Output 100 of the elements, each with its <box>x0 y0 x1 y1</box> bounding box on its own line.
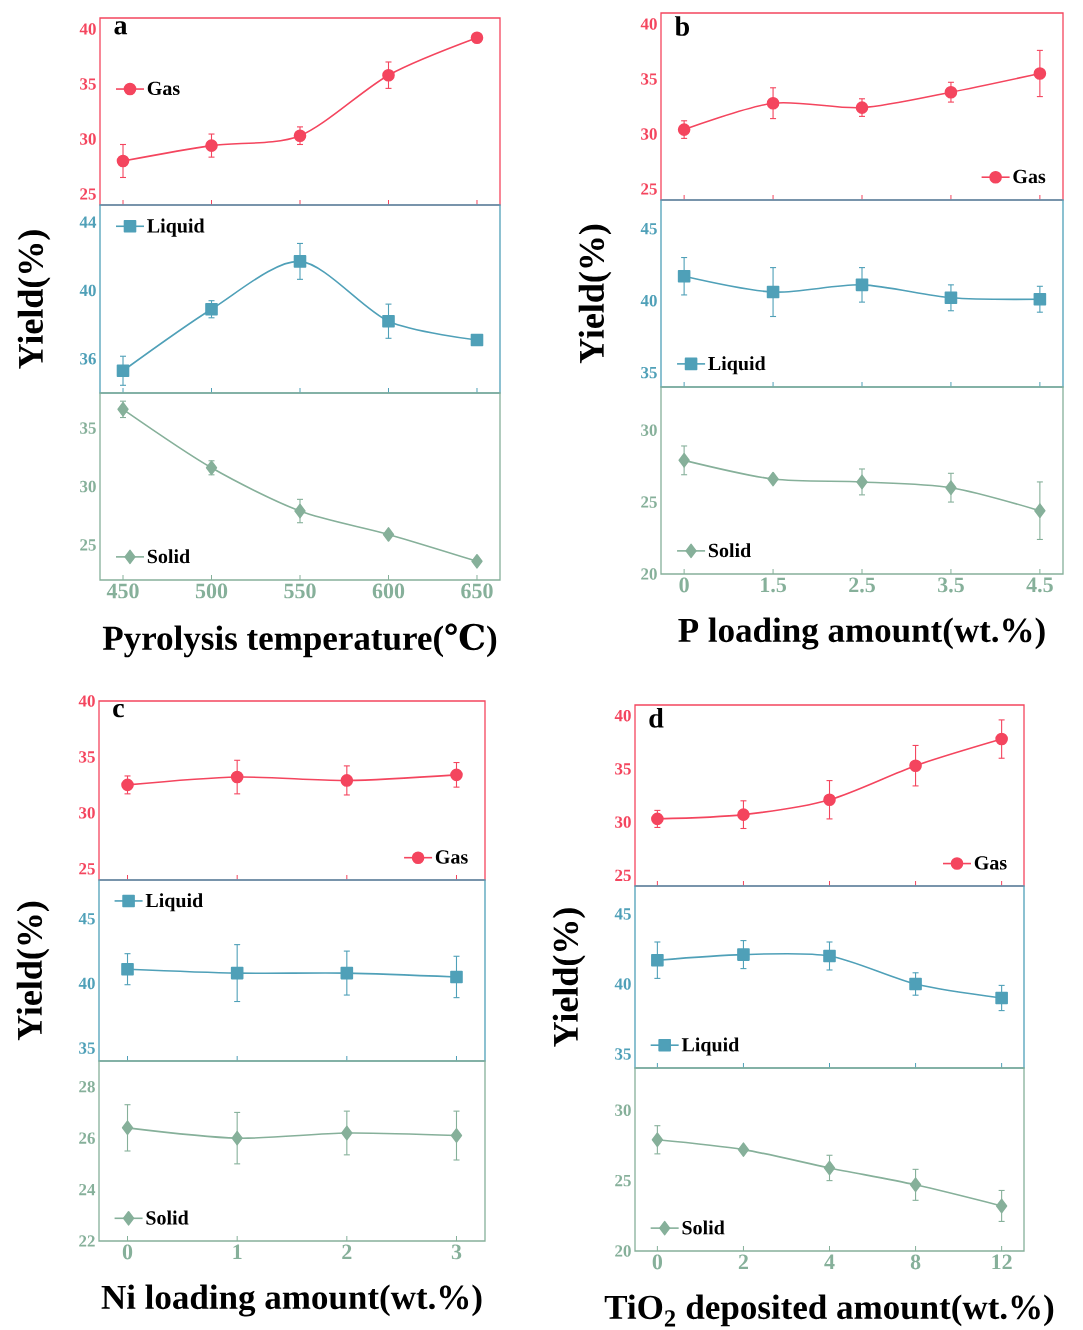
point <box>677 269 691 283</box>
x-tick-label: 12 <box>992 1254 1012 1270</box>
legend-label: Solid <box>682 1220 725 1235</box>
y-tick-label: 26 <box>79 1132 95 1144</box>
y-tick-label: 35 <box>80 422 96 434</box>
point <box>909 977 922 991</box>
point <box>382 314 395 328</box>
y-tick-label: 25 <box>79 863 95 875</box>
chart-title: d <box>649 707 664 728</box>
point <box>945 480 957 495</box>
point <box>470 31 484 45</box>
point <box>450 768 463 782</box>
x-tick-label: 1.5 <box>761 577 787 593</box>
x-tick-label: 450 <box>106 583 139 599</box>
point <box>205 139 218 152</box>
x-axis-title: Pyrolysis temperature(℃) <box>102 623 497 658</box>
y-tick-label: 40 <box>78 977 95 990</box>
point <box>293 255 307 268</box>
y-tick-label: 25 <box>80 188 96 200</box>
x-tick-label: 4.5 <box>1026 577 1053 593</box>
point <box>230 770 244 784</box>
x-axis-title: Ni loading amount(wt.%) <box>101 1284 482 1317</box>
y-tick-label: 40 <box>79 23 96 35</box>
point <box>995 1198 1008 1214</box>
y-tick-label: 28 <box>79 1080 95 1093</box>
y-tick-label: 40 <box>640 18 657 30</box>
point <box>450 970 463 984</box>
legend-label: Gas <box>435 850 468 864</box>
point <box>909 1177 922 1193</box>
legend-label: Liquid <box>147 218 205 237</box>
x-tick-label: 550 <box>284 583 316 599</box>
point <box>651 1132 664 1148</box>
y-tick-label: 40 <box>78 695 95 707</box>
y-tick-label: 30 <box>641 424 657 436</box>
y-tick-label: 25 <box>641 183 657 195</box>
point <box>230 966 244 980</box>
point <box>995 991 1008 1005</box>
y-tick-label: 35 <box>641 366 657 379</box>
point <box>293 129 307 142</box>
y-tick-label: 30 <box>615 816 631 828</box>
y-tick-label: 40 <box>614 709 631 722</box>
point <box>944 291 958 305</box>
y-tick-label: 25 <box>80 539 96 551</box>
y-axis-title: Yield(%) <box>578 224 612 364</box>
point <box>766 285 780 299</box>
x-tick-label: 1 <box>233 1244 242 1260</box>
x-tick-label: 600 <box>372 583 405 599</box>
x-tick-label: 3.5 <box>938 577 964 593</box>
y-tick-label: 44 <box>79 216 97 228</box>
legend-label: Liquid <box>708 356 766 375</box>
x-tick-label: 2.5 <box>849 577 875 593</box>
legend-label: Gas <box>147 81 180 96</box>
x-tick-label: 0 <box>122 1244 133 1260</box>
x-tick-label: 2 <box>738 1254 748 1270</box>
y-tick-label: 45 <box>640 223 657 235</box>
y-tick-label: 30 <box>80 133 96 145</box>
y-tick-label: 20 <box>615 1245 631 1257</box>
point <box>737 948 750 961</box>
x-tick-label: 0 <box>652 1254 663 1270</box>
y-tick-label: 24 <box>79 1183 96 1196</box>
point <box>470 333 484 347</box>
point <box>651 953 664 967</box>
y-tick-label: 36 <box>80 353 96 365</box>
y-tick-label: 25 <box>615 1174 631 1187</box>
chart-title: b <box>674 16 690 36</box>
legend-label: Gas <box>1013 169 1046 184</box>
legend-label: Gas <box>974 856 1007 870</box>
x-tick-label: 2 <box>342 1244 352 1260</box>
point <box>855 101 869 114</box>
y-tick-label: 35 <box>80 78 96 90</box>
point <box>121 962 134 976</box>
point <box>737 808 750 821</box>
legend-label: Solid <box>147 549 190 564</box>
x-tick-label: 3 <box>451 1244 462 1260</box>
point <box>1033 292 1047 306</box>
x-tick-label: 4 <box>824 1254 835 1270</box>
point <box>294 503 306 519</box>
point <box>116 154 130 168</box>
legend-label: Liquid <box>145 893 203 912</box>
point <box>909 759 922 772</box>
point <box>341 1125 353 1141</box>
point <box>382 527 395 542</box>
x-tick-label: 0 <box>679 577 689 593</box>
x-axis-title: P loading amount(wt.%) <box>678 617 1045 650</box>
y-tick-label: 35 <box>79 1042 95 1054</box>
y-tick-label: 35 <box>641 73 657 85</box>
point <box>450 1128 463 1143</box>
y-tick-label: 35 <box>615 763 631 775</box>
y-tick-label: 25 <box>615 869 631 882</box>
y-tick-label: 40 <box>79 284 96 297</box>
point <box>823 949 836 963</box>
y-tick-label: 45 <box>614 908 631 920</box>
y-tick-label: 35 <box>79 751 95 763</box>
y-tick-label: 30 <box>641 128 657 140</box>
point <box>995 732 1008 746</box>
x-tick-label: 8 <box>910 1254 921 1270</box>
point <box>1034 503 1046 518</box>
x-tick-label: 500 <box>195 583 228 599</box>
y-tick-label: 25 <box>641 496 657 508</box>
y-tick-label: 35 <box>615 1048 631 1060</box>
